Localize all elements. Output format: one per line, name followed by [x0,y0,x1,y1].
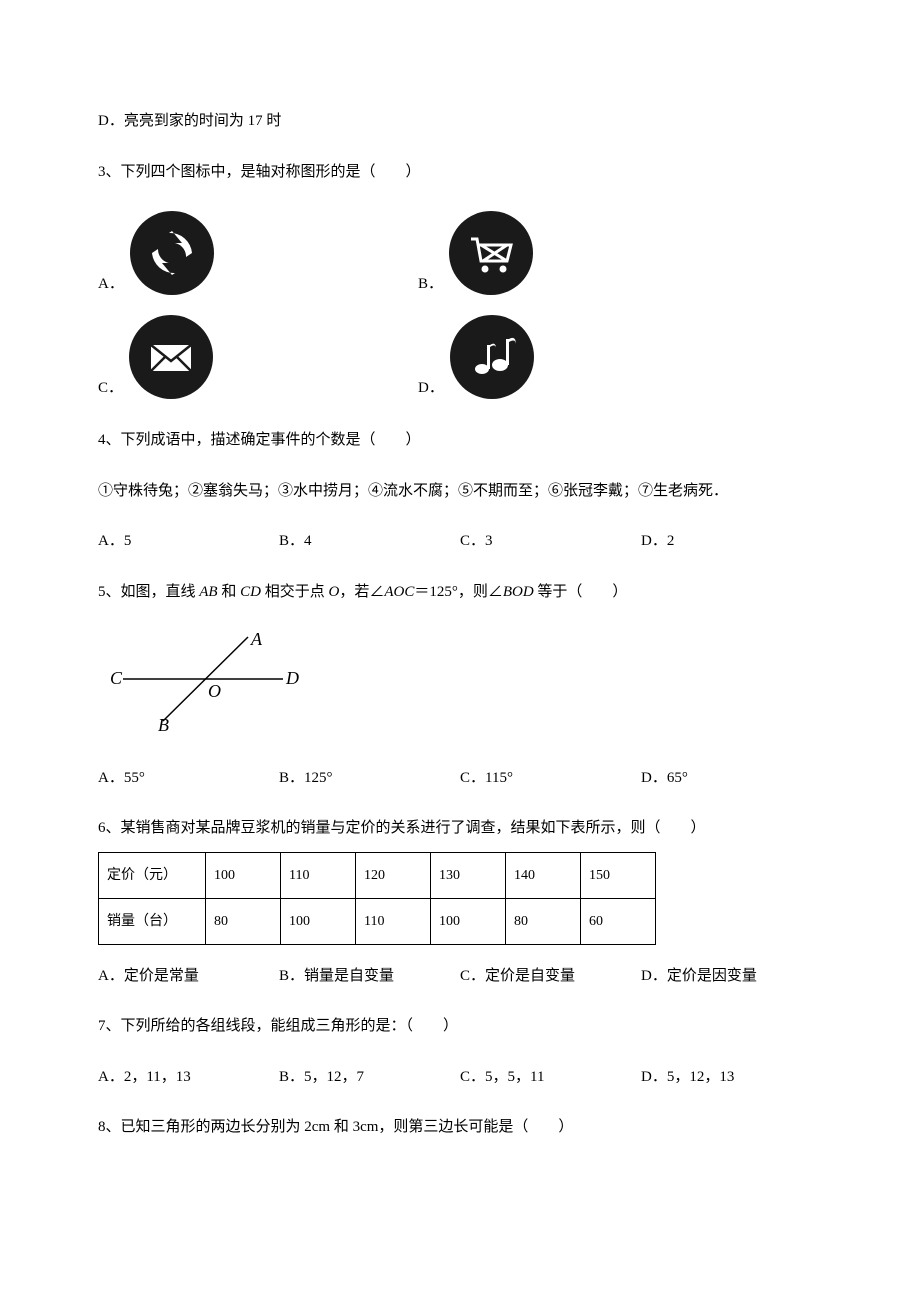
q6-opt-b: B．销量是自变量 [279,965,460,988]
q6-table-row-1: 定价（元） 100 110 120 130 140 150 [99,852,656,898]
q3-option-a: A． [98,211,418,295]
q7-stem: 7、下列所给的各组线段，能组成三角形的是：（ ） [98,1015,822,1038]
q6-c-0-3: 120 [356,852,431,898]
q5-cd: CD [240,584,261,600]
envelope-icon [129,315,213,399]
q6-c-0-2: 110 [281,852,356,898]
q3-row-2: C． D． [98,315,822,399]
q5-figure: A B C D O [108,631,822,739]
q5-fig-label-c: C [110,668,123,688]
q6-stem: 6、某销售商对某品牌豆浆机的销量与定价的关系进行了调查，结果如下表所示，则（ ） [98,817,822,840]
q5-opt-d: D．65° [641,767,822,790]
q6-c-0-4: 130 [431,852,506,898]
q5-opt-b: B．125° [279,767,460,790]
q6-opt-d: D．定价是因变量 [641,965,822,988]
q6-c-0-5: 140 [506,852,581,898]
q5-fig-label-o: O [208,681,221,701]
q4-stem: 4、下列成语中，描述确定事件的个数是（ ） [98,429,822,452]
q6-c-1-3: 110 [356,898,431,944]
q3-option-c: C． [98,315,418,399]
q4-opt-a: A．5 [98,530,279,553]
option-d-top: D．亮亮到家的时间为 17 时 [98,110,822,133]
q5-stem: 5、如图，直线 AB 和 CD 相交于点 O，若∠AOC＝125°，则∠BOD … [98,581,822,604]
q5-options: A．55° B．125° C．115° D．65° [98,767,822,790]
q4-opt-b: B．4 [279,530,460,553]
q6-c-1-2: 100 [281,898,356,944]
q3-option-b: B． [418,211,738,295]
q7-options: A．2，11，13 B．5，12，7 C．5，5，11 D．5，12，13 [98,1066,822,1089]
q5-fig-label-d: D [285,668,299,688]
q4-opt-d: D．2 [641,530,822,553]
q3-opt-a-label: A． [98,273,124,296]
shopping-cart-icon [449,211,533,295]
q6-c-0-1: 100 [206,852,281,898]
q3-stem: 3、下列四个图标中，是轴对称图形的是（ ） [98,161,822,184]
q5-opt-c: C．115° [460,767,641,790]
q6-c-1-1: 80 [206,898,281,944]
q6-c-1-5: 80 [506,898,581,944]
q6-c-1-0: 销量（台） [99,898,206,944]
q6-options: A．定价是常量 B．销量是自变量 C．定价是自变量 D．定价是因变量 [98,965,822,988]
q6-opt-a: A．定价是常量 [98,965,279,988]
q4-options: A．5 B．4 C．3 D．2 [98,530,822,553]
q5-fig-label-b: B [158,715,169,731]
q5-opt-a: A．55° [98,767,279,790]
q7-opt-d: D．5，12，13 [641,1066,822,1089]
music-notes-icon [450,315,534,399]
q4-sub: ①守株待兔；②塞翁失马；③水中捞月；④流水不腐；⑤不期而至；⑥张冠李戴；⑦生老病… [98,480,822,503]
q5-t3: 相交于点 [261,584,329,600]
q8-stem: 8、已知三角形的两边长分别为 2cm 和 3cm，则第三边长可能是（ ） [98,1116,822,1139]
q5-o: O [328,584,339,600]
q6-opt-c: C．定价是自变量 [460,965,641,988]
q5-fig-label-a: A [250,631,263,649]
refresh-arrows-icon [130,211,214,295]
q6-table-row-2: 销量（台） 80 100 110 100 80 60 [99,898,656,944]
q3-option-d: D． [418,315,738,399]
q5-t6: 等于（ ） [534,584,628,600]
q5-aoc: AOC [384,584,414,600]
q6-c-0-6: 150 [581,852,656,898]
q5-t2: 和 [218,584,241,600]
q7-opt-a: A．2，11，13 [98,1066,279,1089]
q5-bod: BOD [503,584,534,600]
q5-t1: 5、如图，直线 [98,584,199,600]
q3-opt-c-label: C． [98,377,123,400]
q3-opt-b-label: B． [418,273,443,296]
q4-opt-c: C．3 [460,530,641,553]
q3-row-1: A． B． [98,211,822,295]
q6-table: 定价（元） 100 110 120 130 140 150 销量（台） 80 1… [98,852,656,945]
q7-opt-b: B．5，12，7 [279,1066,460,1089]
q7-opt-c: C．5，5，11 [460,1066,641,1089]
q3-opt-d-label: D． [418,377,444,400]
q5-t4: ，若∠ [339,584,384,600]
q6-c-0-0: 定价（元） [99,852,206,898]
q6-c-1-6: 60 [581,898,656,944]
q5-ab: AB [199,584,217,600]
q5-t5: ＝125°，则∠ [414,584,503,600]
q6-c-1-4: 100 [431,898,506,944]
